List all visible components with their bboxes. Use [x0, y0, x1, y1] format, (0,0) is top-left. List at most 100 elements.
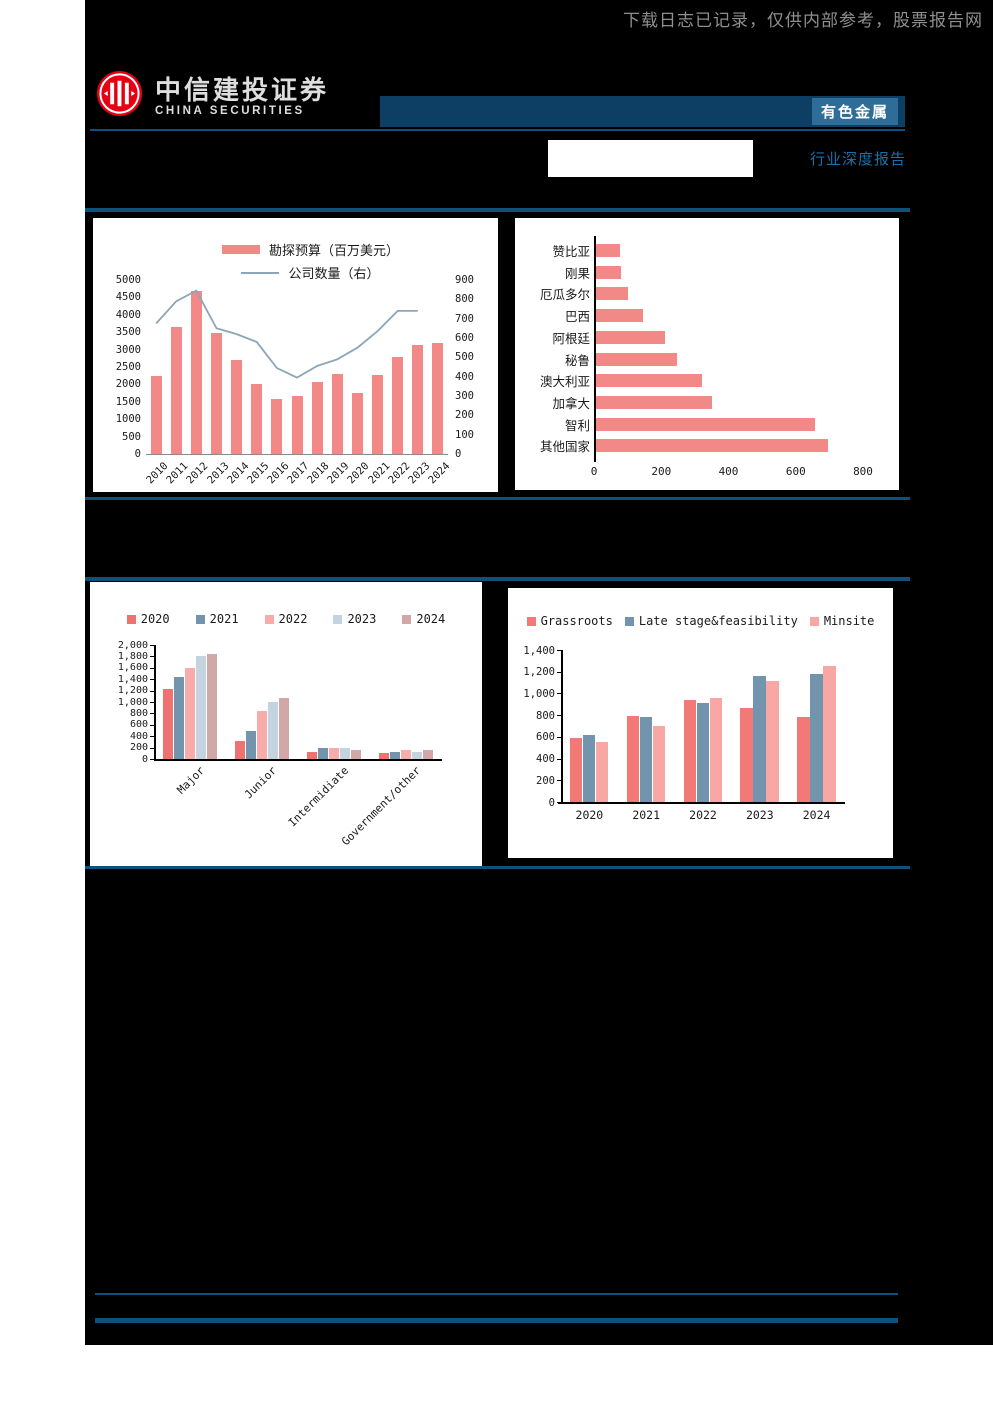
legend-swatch	[624, 616, 634, 626]
x-axis-label-2011: 2011	[164, 460, 191, 487]
x-axis-label-2018: 2018	[305, 460, 332, 487]
y-tick-mark	[150, 747, 154, 749]
bar-Junior-2020	[234, 741, 245, 759]
legend-item-count: 公司数量（右）	[241, 263, 380, 282]
bar-2015	[251, 384, 263, 454]
x-axis-label-2024: 2024	[802, 808, 831, 822]
bar-Intermidiate-2022	[328, 747, 339, 759]
bar-Junior-2024	[278, 698, 289, 759]
x-tick-0: 0	[590, 465, 598, 478]
footer-thick-rule	[95, 1318, 898, 1323]
y-tick-1000: 1,000	[117, 696, 148, 708]
y-tick-left-0: 0	[134, 448, 141, 460]
bar-Junior-2021	[245, 730, 256, 759]
chart3-legend: 2020 2021 2022 2023 2024	[90, 612, 482, 626]
y-tick-right-900: 900	[455, 274, 474, 286]
legend-item-2020: 2020	[126, 612, 170, 626]
x-axis-label-2023: 2023	[745, 808, 774, 822]
bar-2023-Minsite	[766, 680, 779, 802]
x-axis-label-2015: 2015	[244, 460, 272, 487]
header-thin-rule	[90, 129, 905, 131]
legend-swatch	[126, 614, 136, 624]
y-tick-mark	[150, 702, 154, 703]
bar-2011	[170, 327, 182, 454]
category-label-厄瓜多尔: 厄瓜多尔	[539, 288, 590, 303]
y-tick-left-3000: 3000	[115, 343, 141, 356]
y-tick-1000: 1,000	[523, 687, 555, 700]
legend-item-2021: 2021	[195, 612, 239, 626]
legend-label: Minsite	[823, 614, 875, 628]
bar-加拿大	[596, 395, 712, 409]
y-tick-200: 200	[536, 774, 555, 787]
footer-thin-rule	[95, 1293, 898, 1295]
legend-label: 2020	[140, 612, 170, 626]
x-axis-label-Intermidiate: Intermidiate	[285, 764, 352, 830]
category-label-加拿大: 加拿大	[552, 396, 590, 411]
y-tick-400: 400	[129, 730, 148, 742]
y-tick-mark	[557, 671, 561, 673]
y-tick-600: 600	[129, 719, 148, 731]
legend-label: Late stage&feasibility	[638, 614, 798, 628]
bar-Major-2020	[162, 688, 173, 759]
bar-2010	[150, 376, 162, 454]
chart-exploration-budget-panel: 勘探预算（百万美元） 公司数量（右） 0 500 1000 1500 2000 2500 3…	[93, 218, 498, 492]
x-axis-label-2016: 2016	[265, 460, 292, 487]
y-tick-left-1500: 1500	[115, 395, 141, 408]
x-axis-label-2020: 2020	[345, 460, 372, 487]
bar-2021-Minsite	[652, 725, 666, 802]
bar-2023	[412, 345, 424, 454]
chart2-plot-area: 赞比亚 刚果 厄瓜多尔 巴西 阿根廷 秘鲁 澳大利亚 加拿大 智利 其他国家 0 200 400 600 8…	[515, 218, 899, 490]
bar-2016	[271, 399, 283, 454]
y-tick-800: 800	[129, 707, 148, 719]
legend-label-count: 公司数量（右）	[288, 266, 380, 281]
y-tick-right-400: 400	[455, 370, 474, 383]
bar-2020-Grassroots	[569, 737, 583, 802]
bar-2020-Minsite	[595, 742, 609, 802]
y-tick-mark	[150, 690, 154, 692]
legend-label: Grassroots	[540, 614, 613, 628]
bar-Intermidiate-2020	[306, 751, 317, 759]
bar-2014	[231, 360, 243, 454]
y-tick-left-500: 500	[122, 430, 141, 443]
bar-2020-Late stage&feasibility	[582, 735, 596, 802]
y-tick-right-700: 700	[455, 312, 474, 325]
bar-2024-Late stage&feasibility	[810, 673, 823, 802]
x-axis-label-2022: 2022	[689, 808, 717, 822]
sector-badge: 有色金属	[812, 98, 898, 125]
bar-Junior-2023	[267, 702, 278, 759]
bar-2013	[211, 333, 222, 454]
bar-阿根廷	[596, 330, 665, 344]
legend-label-budget: 勘探预算（百万美元）	[268, 243, 399, 258]
legend-label: 2022	[278, 612, 308, 626]
category-label-秘鲁: 秘鲁	[564, 353, 590, 368]
chart4-legend: Grassroots Late stage&feasibility Minsite	[508, 614, 893, 628]
bar-2018	[311, 382, 323, 454]
bar-2024-Grassroots	[797, 716, 810, 802]
y-tick-2000: 2,000	[117, 639, 148, 651]
bar-Government/other-2020	[378, 753, 389, 759]
y-tick-mark	[557, 693, 561, 695]
chart4-x-axis-line	[558, 802, 845, 804]
y-tick-left-2500: 2500	[115, 361, 141, 373]
y-tick-600: 600	[536, 731, 555, 744]
bar-Major-2021	[173, 676, 184, 759]
legend-swatch	[526, 616, 536, 626]
bar-Government/other-2021	[389, 752, 400, 759]
bar-2022-Minsite	[709, 697, 722, 802]
chart3-x-axis-line	[154, 759, 442, 761]
legend-item-Minsite: Minsite	[809, 614, 875, 628]
bar-赞比亚	[596, 244, 620, 257]
x-axis-label-2017: 2017	[285, 460, 312, 487]
y-tick-400: 400	[536, 753, 555, 766]
y-tick-mark	[150, 724, 154, 726]
y-tick-right-300: 300	[455, 390, 474, 402]
chart-budget-by-country-panel: 赞比亚 刚果 厄瓜多尔 巴西 阿根廷 秘鲁 澳大利亚 加拿大 智利 其他国家 0 200 400 600 8…	[515, 218, 899, 490]
title-box-blank	[548, 140, 753, 177]
y-tick-left-2000: 2000	[115, 378, 141, 391]
chart1-plot-area	[146, 280, 448, 455]
y-tick-mark	[557, 802, 561, 803]
bar-2021-Late stage&feasibility	[639, 717, 653, 802]
y-tick-right-500: 500	[455, 351, 474, 364]
legend-swatch	[264, 614, 274, 624]
x-axis-label-2021: 2021	[365, 460, 392, 487]
